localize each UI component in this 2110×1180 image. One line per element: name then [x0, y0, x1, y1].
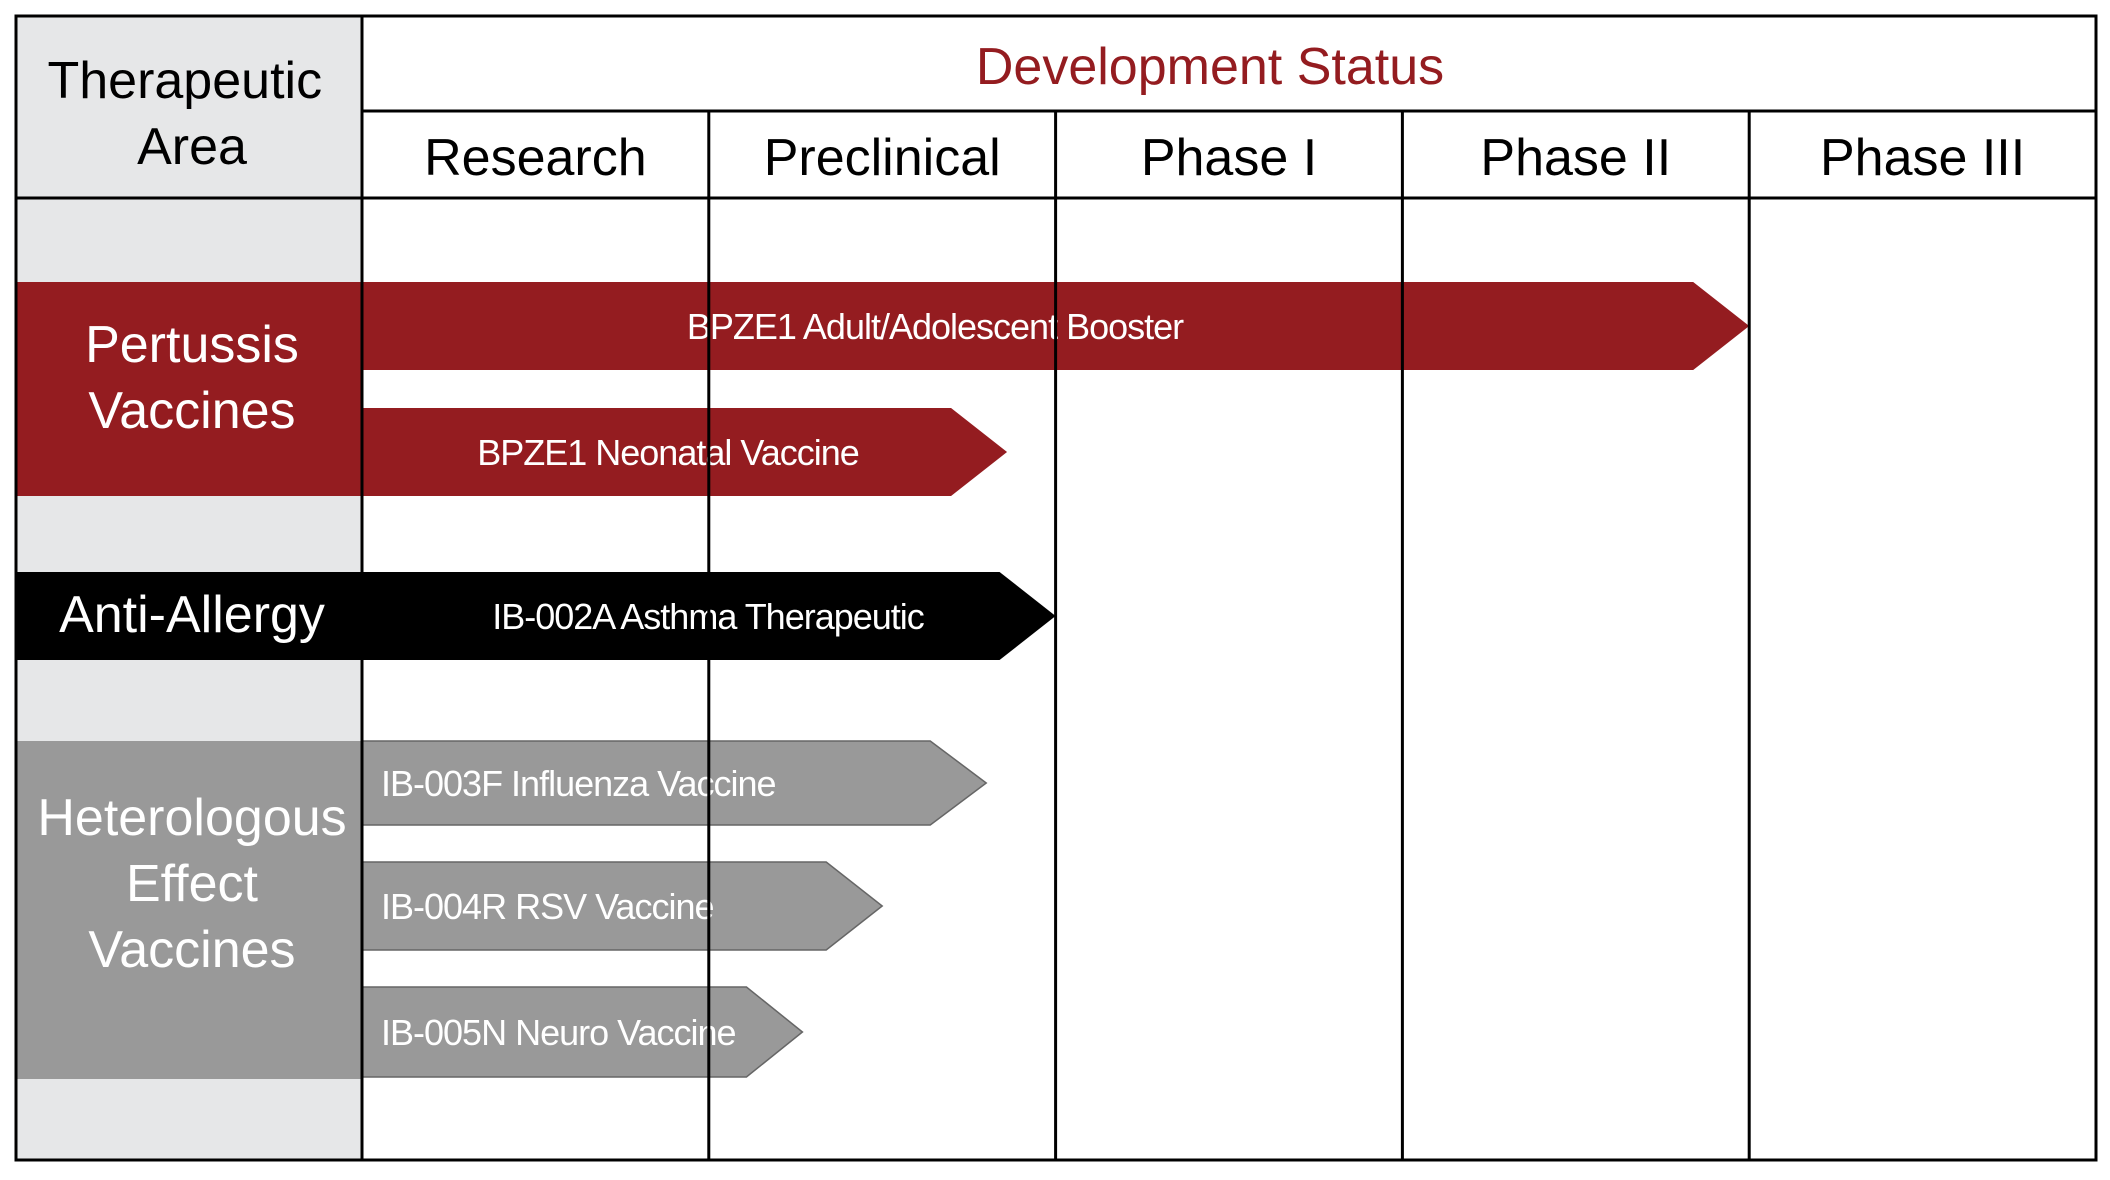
area-label-allergy: Anti-Allergy: [59, 586, 325, 644]
stage-label-research: Research: [424, 129, 647, 187]
area-label-heterologous: Heterologous Effect Vaccines: [37, 789, 346, 979]
program-label: BPZE1 Neonatal Vaccine: [477, 432, 859, 473]
program-arrow: IB-004R RSV Vaccine: [361, 861, 884, 951]
therapeutic-area-label-line2: Area: [137, 118, 247, 176]
stage-label-preclinical: Preclinical: [764, 129, 1001, 187]
area-band-allergy: [16, 572, 362, 660]
area-label-line: Vaccines: [88, 382, 295, 440]
program-label: IB-003F Influenza Vaccine: [381, 763, 776, 804]
area-band-pertussis: [16, 282, 362, 496]
area-label-line: Heterologous: [37, 789, 346, 847]
stage-labels: Research Preclinical Phase I Phase II Phase …: [424, 129, 2025, 187]
area-band-heterologous: [16, 741, 362, 1079]
program-arrow: BPZE1 Neonatal Vaccine: [362, 408, 1008, 496]
therapeutic-area-label-line1: Therapeutic: [47, 52, 322, 110]
area-label-line: Vaccines: [88, 921, 295, 979]
area-label-line: Anti-Allergy: [59, 586, 325, 644]
area-bands: Pertussis Vaccines Anti-Allergy Heterologou…: [16, 282, 362, 1079]
therapeutic-area-label: Therapeutic Area: [47, 52, 336, 176]
area-label-pertussis: Pertussis Vaccines: [85, 316, 299, 440]
stage-dividers: [707, 111, 1751, 1160]
program-arrow-shape: [362, 408, 1008, 496]
program-label: IB-004R RSV Vaccine: [381, 886, 714, 927]
program-arrow: IB-005N Neuro Vaccine: [361, 986, 804, 1078]
stage-label-phase-ii: Phase II: [1480, 129, 1671, 187]
area-label-line: Effect: [126, 855, 259, 913]
program-label: IB-005N Neuro Vaccine: [381, 1012, 736, 1053]
development-status-label: Development Status: [976, 38, 1444, 96]
program-label: BPZE1 Adult/Adolescent Booster: [687, 306, 1184, 347]
stage-label-phase-iii: Phase III: [1820, 129, 2025, 187]
stage-label-phase-i: Phase I: [1141, 129, 1317, 187]
area-label-line: Pertussis: [85, 316, 299, 374]
program-arrow: IB-003F Influenza Vaccine: [361, 740, 988, 826]
